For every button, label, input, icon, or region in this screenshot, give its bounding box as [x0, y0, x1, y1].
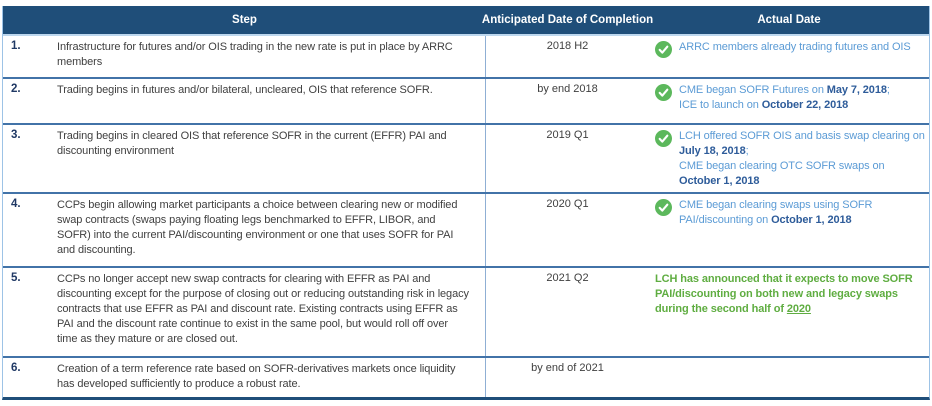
step-number: 6. — [11, 362, 21, 374]
actual-date-segment: CME began clearing OTC SOFR swaps on — [679, 160, 885, 172]
table-row: 1. Infrastructure for futures and/or OIS … — [3, 36, 929, 77]
table-row: 4. CCPs begin allowing market participant… — [3, 192, 929, 266]
table-row: 3. Trading begins in cleared OIS that ref… — [3, 123, 929, 192]
actual-date-segment: May 7, 2018 — [826, 84, 887, 96]
actual-date-segment: ICE to launch on — [679, 99, 762, 111]
step-description: Trading begins in futures and/or bilater… — [57, 79, 486, 123]
actual-date-cell: ARRC members already trading futures and… — [649, 36, 929, 77]
step-number: 1. — [11, 40, 21, 52]
actual-date-text: CME began SOFR Futures on May 7, 2018; IC… — [679, 83, 890, 113]
table-body: 1. Infrastructure for futures and/or OIS … — [3, 36, 929, 397]
actual-date-cell: CME began SOFR Futures on May 7, 2018; IC… — [649, 79, 929, 123]
table-row: 2. Trading begins in futures and/or bilat… — [3, 77, 929, 123]
actual-date-segment: October 22, 2018 — [761, 99, 849, 111]
step-description: Creation of a term reference rate based … — [57, 358, 486, 397]
actual-date-cell — [649, 358, 929, 397]
actual-date-cell: CME began clearing swaps using SOFR PAI/… — [649, 194, 929, 266]
anticipated-date: 2021 Q2 — [546, 272, 589, 284]
actual-date-cell: LCH offered SOFR OIS and basis swap clea… — [649, 125, 929, 192]
year-link[interactable]: 2020 — [786, 303, 811, 315]
check-icon — [655, 84, 672, 101]
actual-date-segment: ; — [886, 84, 890, 96]
actual-date-segment: CME began clearing swaps using SOFR PAI/… — [679, 199, 873, 226]
step-number: 2. — [11, 83, 21, 95]
actual-date-segment: LCH has announced that it expects to mov… — [655, 273, 913, 315]
actual-date-text: ARRC members already trading futures and… — [679, 40, 911, 55]
anticipated-date: 2020 Q1 — [546, 198, 589, 210]
step-description: CCPs no longer accept new swap contracts… — [57, 268, 486, 356]
table-row: 5. CCPs no longer accept new swap contrac… — [3, 266, 929, 356]
step-number: 5. — [11, 272, 21, 284]
actual-date-segment: July 18, 2018 — [679, 145, 746, 157]
step-number: 3. — [11, 129, 21, 141]
actual-date-text: CME began clearing swaps using SOFR PAI/… — [679, 198, 925, 228]
actual-date-segment: LCH offered SOFR OIS and basis swap clea… — [679, 130, 925, 142]
anticipated-date: 2019 Q1 — [546, 129, 589, 141]
actual-date-segment: October 1, 2018 — [679, 175, 760, 187]
header-anticipated-date: Anticipated Date of Completion — [481, 14, 654, 26]
step-description: CCPs begin allowing market participants … — [57, 194, 486, 266]
anticipated-date: by end of 2021 — [531, 362, 604, 374]
check-icon — [655, 199, 672, 216]
step-number: 4. — [11, 198, 21, 210]
actual-date-segment: ; — [745, 145, 749, 157]
check-icon — [655, 41, 672, 58]
anticipated-date: by end 2018 — [537, 83, 598, 95]
table-row: 6. Creation of a term reference rate base… — [3, 356, 929, 397]
actual-date-cell: LCH has announced that it expects to mov… — [649, 268, 929, 356]
header-step: Step — [232, 14, 257, 26]
header-actual-date: Actual Date — [757, 14, 821, 26]
actual-date-segment: October 1, 2018 — [771, 214, 852, 226]
step-description: Infrastructure for futures and/or OIS tr… — [57, 36, 486, 77]
step-description: Trading begins in cleared OIS that refer… — [57, 125, 486, 192]
check-icon — [655, 130, 672, 147]
actual-date-text: LCH offered SOFR OIS and basis swap clea… — [679, 129, 925, 189]
actual-date-segment: CME began SOFR Futures on — [679, 84, 827, 96]
table-header-row: Step Anticipated Date of Completion Actu… — [3, 6, 929, 36]
anticipated-date: 2018 H2 — [546, 40, 589, 52]
paced-transition-table: Step Anticipated Date of Completion Actu… — [2, 6, 930, 400]
actual-date-text: LCH has announced that it expects to mov… — [655, 272, 925, 317]
actual-date-segment: ARRC members already trading futures and… — [679, 41, 911, 53]
